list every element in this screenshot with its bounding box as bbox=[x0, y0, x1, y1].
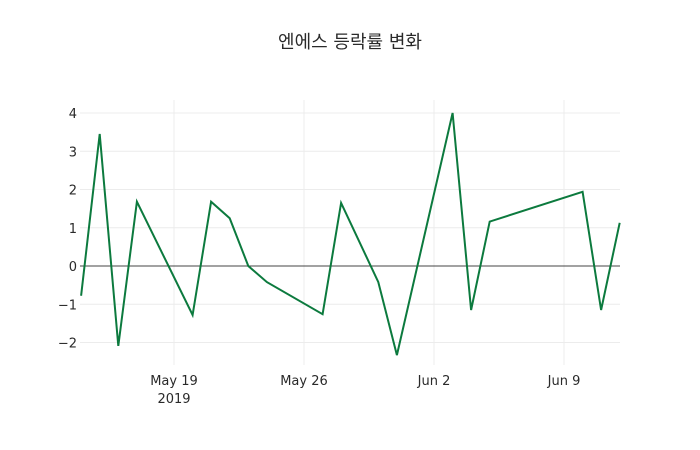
y-tick-label: 3 bbox=[69, 145, 77, 160]
gridlines bbox=[80, 100, 620, 365]
y-tick-label: 1 bbox=[69, 222, 77, 237]
y-axis-labels: 4 3 2 1 0 −1 −2 bbox=[58, 107, 77, 352]
y-tick-label: 0 bbox=[69, 260, 77, 275]
x-tick-label: May 19 bbox=[150, 374, 198, 389]
x-axis-labels: May 19 May 26 Jun 2 Jun 9 2019 bbox=[150, 374, 580, 407]
y-tick-label: 4 bbox=[69, 107, 77, 122]
x-tick-year-label: 2019 bbox=[157, 392, 190, 407]
x-tick-label: Jun 9 bbox=[547, 374, 581, 389]
y-tick-label: −2 bbox=[58, 337, 77, 352]
y-tick-label: 2 bbox=[69, 184, 77, 199]
chart-title: 엔에스 등락률 변화 bbox=[278, 32, 422, 53]
series-line bbox=[80, 112, 621, 356]
x-tick-label: Jun 2 bbox=[417, 374, 451, 389]
y-tick-label: −1 bbox=[58, 298, 77, 313]
x-tick-label: May 26 bbox=[280, 374, 328, 389]
